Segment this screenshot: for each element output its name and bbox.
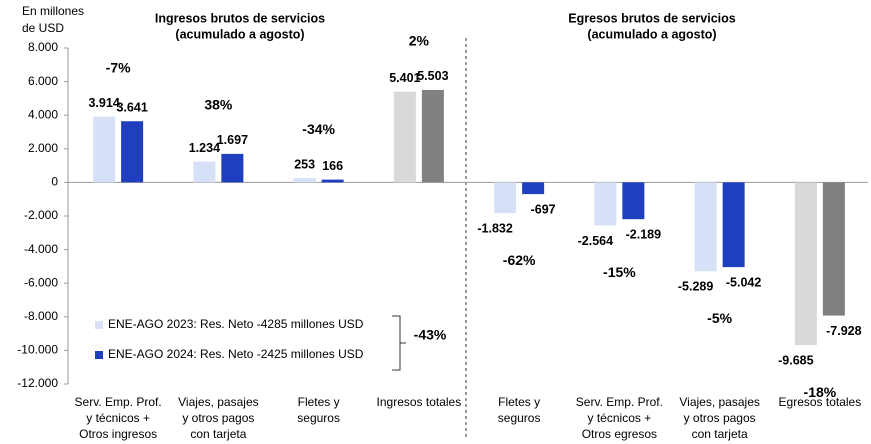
y-tick-label: 6.000 bbox=[28, 74, 58, 88]
bar bbox=[193, 161, 216, 183]
y-axis-label: En millones bbox=[22, 4, 84, 18]
bar bbox=[121, 121, 144, 183]
bar bbox=[722, 182, 745, 268]
change-label: -7% bbox=[106, 59, 131, 75]
data-label: -2.189 bbox=[626, 227, 661, 241]
legend-swatch bbox=[95, 321, 103, 329]
y-tick-label: 8.000 bbox=[28, 40, 58, 54]
y-tick-label: -12.000 bbox=[17, 376, 58, 390]
y-tick-label: -8.000 bbox=[24, 309, 58, 323]
x-tick-label: Fletes y bbox=[298, 395, 340, 409]
x-tick-label: Egresos totales bbox=[779, 395, 862, 409]
panel-title: (acumulado a agosto) bbox=[587, 27, 716, 41]
y-axis-label: de USD bbox=[22, 21, 64, 35]
y-tick-label: -2.000 bbox=[24, 208, 58, 222]
x-tick-label: Fletes y bbox=[498, 395, 540, 409]
y-tick-label: -10.000 bbox=[17, 343, 58, 357]
data-label: 166 bbox=[322, 159, 343, 173]
bar bbox=[93, 116, 116, 183]
x-tick-label: seguros bbox=[297, 411, 340, 425]
y-tick-label: 2.000 bbox=[28, 141, 58, 155]
data-label: -7.928 bbox=[826, 324, 861, 338]
bar bbox=[594, 182, 617, 226]
data-label: -697 bbox=[531, 202, 556, 216]
y-tick-label: 4.000 bbox=[28, 107, 58, 121]
data-label: 253 bbox=[294, 157, 315, 171]
data-label: -2.564 bbox=[578, 234, 613, 248]
bar bbox=[293, 178, 316, 183]
x-tick-label: con tarjeta bbox=[692, 427, 748, 441]
x-tick-label: y otros pagos bbox=[684, 411, 756, 425]
data-label: -9.685 bbox=[778, 353, 813, 367]
x-tick-label: y técnicos + bbox=[86, 411, 150, 425]
legend-bracket bbox=[392, 315, 406, 371]
bar bbox=[694, 182, 717, 272]
data-label: 1.697 bbox=[217, 133, 248, 147]
y-tick-label: -6.000 bbox=[24, 275, 58, 289]
legend-label: ENE-AGO 2023: Res. Neto -4285 millones U… bbox=[108, 317, 364, 331]
data-label: 3.914 bbox=[88, 96, 119, 110]
data-label: -1.832 bbox=[477, 221, 512, 235]
x-tick-label: seguros bbox=[498, 411, 541, 425]
change-label: -18% bbox=[804, 384, 837, 400]
change-label: 2% bbox=[409, 33, 430, 49]
change-label: 38% bbox=[204, 97, 233, 113]
x-tick-label: Viajes, pasajes bbox=[178, 395, 259, 409]
bar bbox=[421, 89, 444, 183]
panel-title: (acumulado a agosto) bbox=[175, 27, 304, 41]
y-tick-label: 0 bbox=[51, 175, 58, 189]
panel-title: Ingresos brutos de servicios bbox=[155, 11, 325, 25]
change-label: -62% bbox=[503, 252, 536, 268]
x-tick-label: y técnicos + bbox=[588, 411, 652, 425]
bar bbox=[822, 182, 845, 316]
data-label: 3.641 bbox=[116, 101, 147, 115]
x-tick-label: Ingresos totales bbox=[377, 395, 462, 409]
x-tick-label: Serv. Emp. Prof. bbox=[75, 395, 162, 409]
legend-swatch bbox=[95, 351, 103, 359]
y-tick-label: -4.000 bbox=[24, 242, 58, 256]
bar bbox=[321, 179, 344, 183]
bar bbox=[622, 182, 645, 220]
x-tick-label: con tarjeta bbox=[190, 427, 246, 441]
x-tick-label: Viajes, pasajes bbox=[679, 395, 760, 409]
x-tick-label: Otros egresos bbox=[582, 427, 657, 441]
net-change-label: -43% bbox=[414, 327, 447, 343]
panel-title: Egresos brutos de servicios bbox=[568, 11, 735, 25]
x-tick-label: Otros ingresos bbox=[79, 427, 157, 441]
legend-label: ENE-AGO 2024: Res. Neto -2425 millones U… bbox=[108, 347, 364, 361]
bar bbox=[393, 91, 416, 183]
data-label: 1.234 bbox=[189, 141, 220, 155]
bar bbox=[221, 153, 244, 183]
data-label: 5.401 bbox=[389, 71, 420, 85]
bar bbox=[522, 182, 545, 195]
x-tick-label: Serv. Emp. Prof. bbox=[576, 395, 663, 409]
change-label: -5% bbox=[707, 310, 732, 326]
bar bbox=[494, 182, 517, 214]
bar bbox=[794, 182, 817, 346]
data-label: -5.289 bbox=[678, 280, 713, 294]
data-label: 5.503 bbox=[417, 69, 448, 83]
data-label: -5.042 bbox=[726, 275, 761, 289]
change-label: -15% bbox=[603, 264, 636, 280]
change-label: -34% bbox=[302, 121, 335, 137]
x-tick-label: y otros pagos bbox=[182, 411, 254, 425]
